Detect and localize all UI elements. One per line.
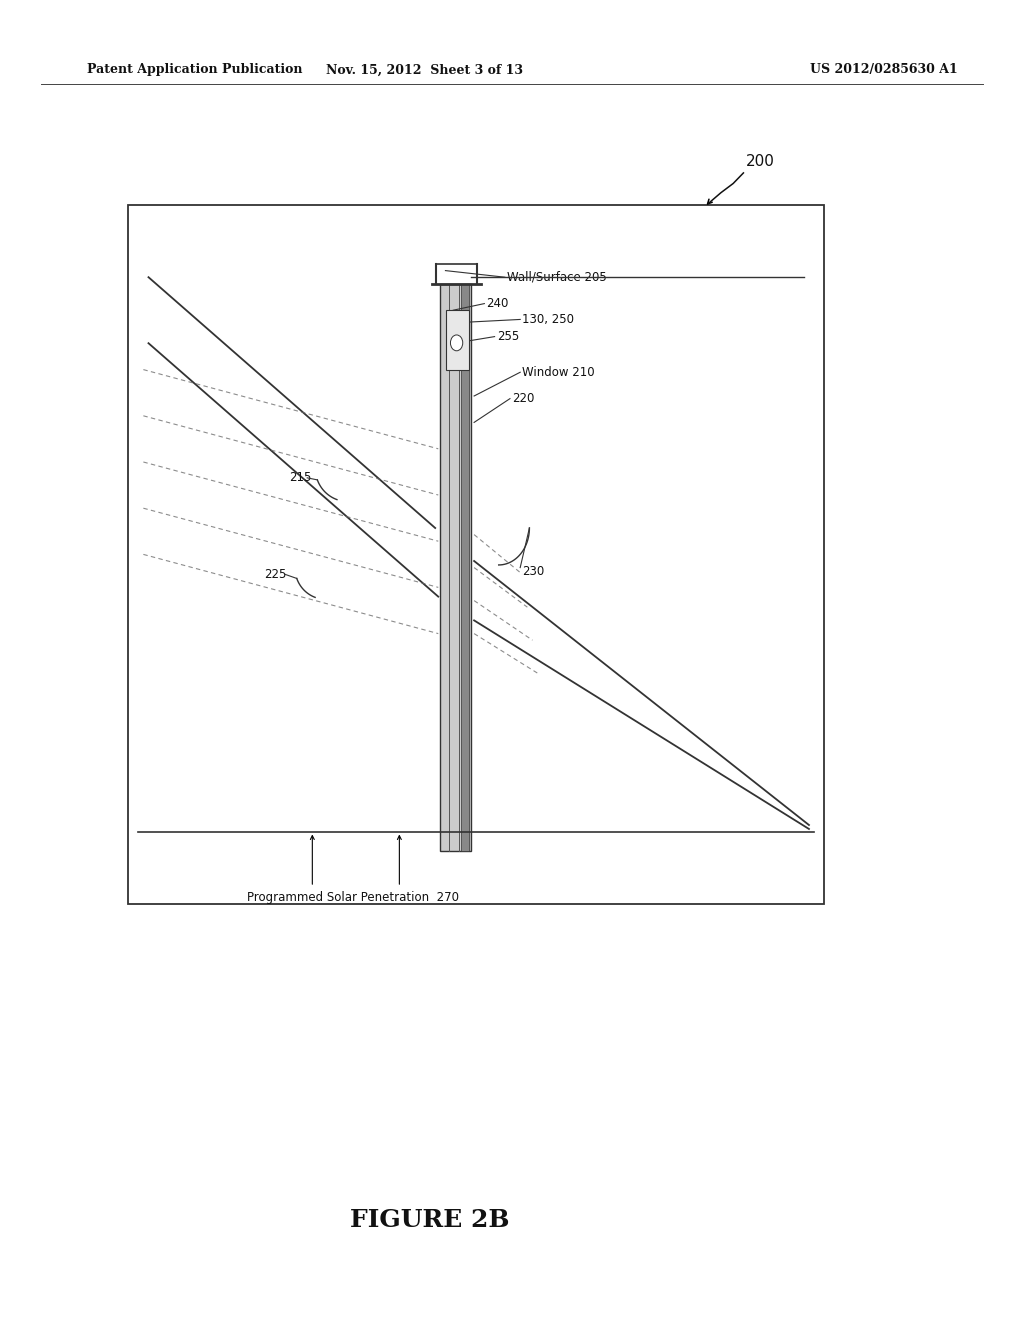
Text: 220: 220 xyxy=(512,392,535,405)
Text: 255: 255 xyxy=(497,330,519,343)
Text: Nov. 15, 2012  Sheet 3 of 13: Nov. 15, 2012 Sheet 3 of 13 xyxy=(327,63,523,77)
Bar xyxy=(128,205,824,904)
Text: Patent Application Publication: Patent Application Publication xyxy=(87,63,302,77)
Bar xyxy=(461,284,469,851)
Text: 130, 250: 130, 250 xyxy=(522,313,574,326)
Text: 230: 230 xyxy=(522,565,545,578)
Text: Wall/Surface 205: Wall/Surface 205 xyxy=(507,271,606,284)
Text: US 2012/0285630 A1: US 2012/0285630 A1 xyxy=(810,63,957,77)
Text: 215: 215 xyxy=(289,471,311,484)
Text: 225: 225 xyxy=(264,568,287,581)
Bar xyxy=(440,284,471,851)
Text: 200: 200 xyxy=(745,154,774,169)
Text: Window 210: Window 210 xyxy=(522,366,595,379)
Text: 240: 240 xyxy=(486,297,509,310)
Text: FIGURE 2B: FIGURE 2B xyxy=(350,1208,510,1232)
Bar xyxy=(446,310,469,370)
Circle shape xyxy=(451,335,463,351)
Text: Programmed Solar Penetration  270: Programmed Solar Penetration 270 xyxy=(247,891,460,904)
